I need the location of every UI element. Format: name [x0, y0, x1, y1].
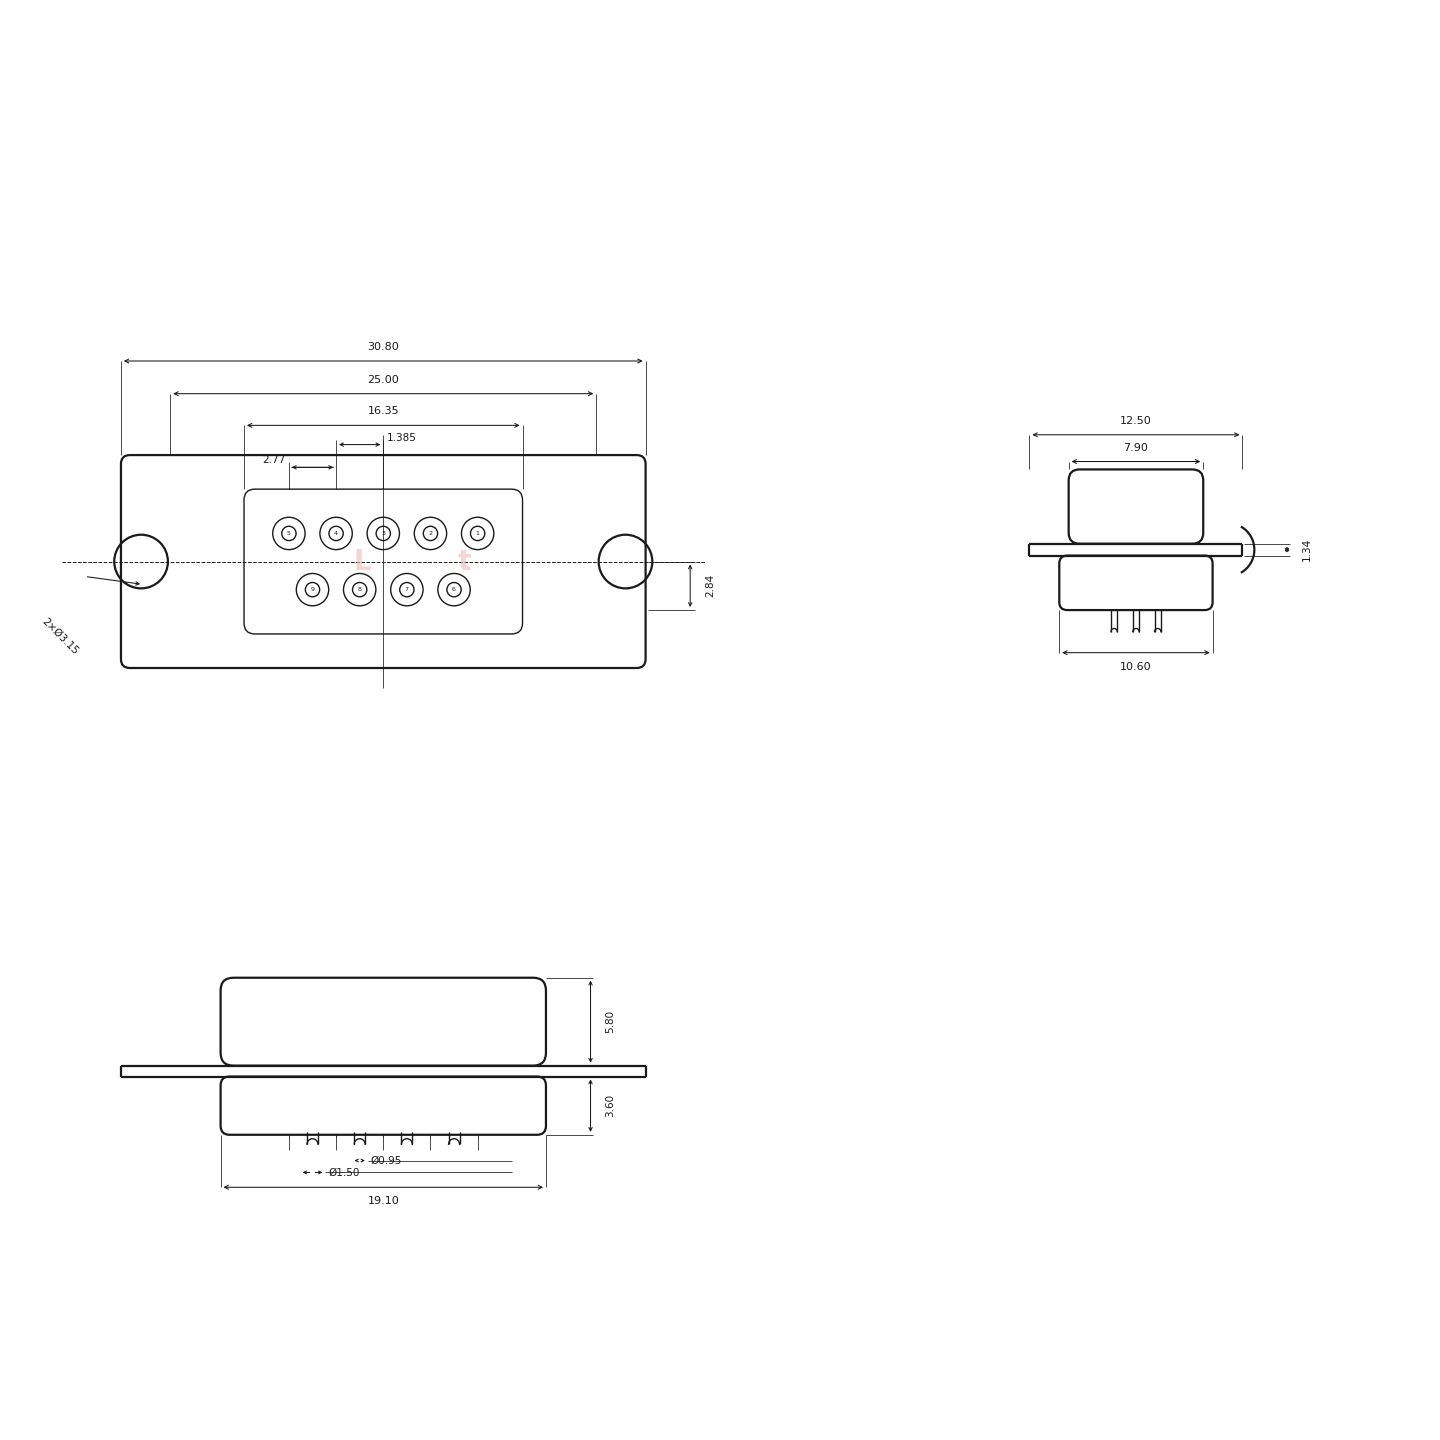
Text: L         t: L t [354, 547, 472, 576]
Text: 19.10: 19.10 [367, 1197, 399, 1207]
Text: 30.80: 30.80 [367, 343, 399, 353]
Text: 3: 3 [382, 531, 386, 536]
Text: 5.80: 5.80 [605, 1009, 615, 1034]
Text: 5: 5 [287, 531, 291, 536]
Text: Ø1.50: Ø1.50 [328, 1168, 360, 1178]
Text: 25.00: 25.00 [367, 374, 399, 384]
Text: 12.50: 12.50 [1120, 416, 1152, 426]
Text: 2: 2 [429, 531, 432, 536]
Text: 1.34: 1.34 [1302, 539, 1312, 562]
Text: Ø0.95: Ø0.95 [370, 1155, 402, 1165]
Text: 8: 8 [357, 588, 361, 592]
Text: 2×Ø3.15: 2×Ø3.15 [40, 616, 79, 657]
Text: 9: 9 [311, 588, 314, 592]
Text: 4: 4 [334, 531, 338, 536]
Text: 1.385: 1.385 [387, 432, 418, 442]
Text: 7: 7 [405, 588, 409, 592]
Text: 2.84: 2.84 [706, 575, 716, 598]
Text: 1: 1 [475, 531, 480, 536]
Text: 10.60: 10.60 [1120, 661, 1152, 671]
Text: 7.90: 7.90 [1123, 442, 1148, 452]
Text: 6: 6 [452, 588, 456, 592]
Text: 2.77: 2.77 [262, 455, 287, 465]
Text: 16.35: 16.35 [367, 406, 399, 416]
Text: 3.60: 3.60 [605, 1094, 615, 1117]
